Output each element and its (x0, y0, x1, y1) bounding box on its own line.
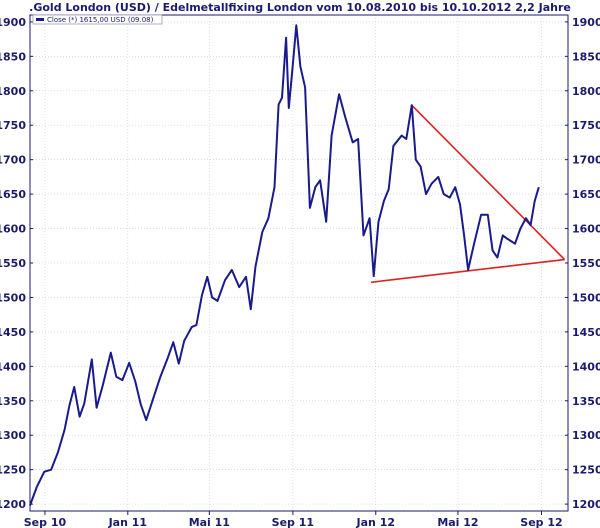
y-tick-label: 1750 (0, 119, 26, 132)
trendline (410, 103, 566, 261)
y-tick-label: 1700 (572, 154, 600, 167)
y-tick-label: 1300 (572, 429, 600, 442)
y-tick-label: 1700 (0, 154, 26, 167)
y-tick-label: 1350 (572, 395, 600, 408)
y-tick-label: 1800 (0, 85, 26, 98)
y-tick-label: 1650 (0, 188, 26, 201)
y-tick-label: 1800 (572, 85, 600, 98)
x-tick-label: Mai 12 (437, 516, 478, 528)
y-tick-label: 1200 (0, 498, 26, 511)
y-tick-label: 1600 (572, 223, 600, 236)
trendlines (370, 103, 566, 284)
y-tick-label: 1900 (572, 16, 600, 29)
legend-label: Close (*) 1615,00 USD (09.08) (47, 16, 154, 24)
y-tick-label: 1750 (572, 119, 600, 132)
x-axis: Sep 10 Jan 11 Mai 11 Sep 11 Jan 12 Mai 12 Sep … (24, 511, 563, 528)
x-tick-label: Jan 12 (356, 516, 395, 528)
y-tick-label: 1400 (0, 360, 26, 373)
y-tick-label: 1450 (0, 326, 26, 339)
y-tick-label: 1850 (0, 50, 26, 63)
y-tick-label: 1550 (0, 257, 26, 270)
x-tick-label: Sep 12 (520, 516, 562, 528)
y-tick-label: 1550 (572, 257, 600, 270)
y-tick-label: 1300 (0, 429, 26, 442)
y-tick-label: 1450 (572, 326, 600, 339)
y-tick-label: 1400 (572, 360, 600, 373)
y-tick-label: 1600 (0, 223, 26, 236)
y-tick-label: 1900 (0, 16, 26, 29)
legend-swatch (36, 18, 44, 21)
chart-title: .Gold London (USD) / Edelmetallfixing Lo… (29, 1, 571, 14)
y-tick-label: 1200 (572, 498, 600, 511)
y-tick-label: 1350 (0, 395, 26, 408)
y-tick-label: 1650 (572, 188, 600, 201)
y-tick-label: 1250 (572, 464, 600, 477)
legend: Close (*) 1615,00 USD (09.08) (32, 14, 163, 25)
y-tick-label: 1250 (0, 464, 26, 477)
y-tick-label: 1850 (572, 50, 600, 63)
x-tick-label: Jan 11 (108, 516, 147, 528)
x-tick-label: Mai 11 (189, 516, 230, 528)
price-line (29, 24, 540, 506)
x-tick-label: Sep 10 (24, 516, 67, 528)
y-tick-label: 1500 (0, 291, 26, 304)
y-tick-label: 1500 (572, 291, 600, 304)
y-axis-right: 1200 1250 1300 1350 1400 1450 1500 1550 1600 1650… (565, 16, 600, 511)
trendline (370, 258, 565, 284)
x-tick-label: Sep 11 (272, 516, 314, 528)
legend-box (32, 14, 163, 25)
y-axis-left: 1200 1250 1300 1350 1400 1450 1500 1550 1600 1650… (0, 16, 33, 511)
